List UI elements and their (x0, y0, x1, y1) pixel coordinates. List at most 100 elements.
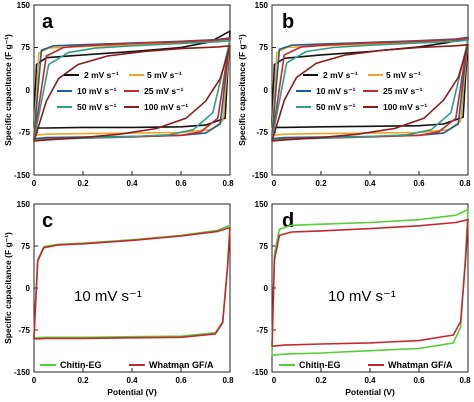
x-tick-label: 0.6 (175, 179, 187, 188)
y-tick-label: 0 (26, 284, 31, 293)
legend-label: Chitin-EG (299, 360, 341, 370)
curves (271, 36, 469, 142)
y-tick-label: 0 (26, 86, 31, 95)
x-tick-label: 0.8 (222, 376, 234, 385)
legend-label: 50 mV s⁻¹ (316, 102, 356, 112)
y-tick-label: 150 (17, 1, 31, 10)
legend-label: Chitin-EG (60, 360, 102, 370)
x-tick-label: 0.6 (175, 376, 187, 385)
legend-label: 25 mV s⁻¹ (144, 86, 184, 96)
x-tick-labels: 0 0.2 0.4 0.6 0.8 (32, 376, 234, 385)
panel-c: c Specific capacitance (F g⁻¹) 150 75 0 … (3, 200, 234, 397)
x-tick-label: 0.2 (315, 179, 327, 188)
x-tick-label: 0.2 (77, 376, 89, 385)
x-tick-label: 0.8 (459, 179, 471, 188)
x-axis-label: Potential (V) (345, 387, 395, 397)
legend-label: 10 mV s⁻¹ (316, 86, 356, 96)
y-tick-label: -75 (18, 128, 30, 137)
legend-label: 2 mV s⁻¹ (323, 70, 358, 80)
y-tick-labels: 150 75 0 -75 -150 (14, 200, 31, 377)
series-curve-5 (33, 39, 231, 141)
legend-label: Whatman GF/A (388, 360, 453, 370)
legend-label: 50 mV s⁻¹ (77, 102, 117, 112)
panel-b: b Specific capacitance (F g⁻¹) 150 75 0 … (237, 1, 471, 188)
panel-label: b (282, 11, 294, 33)
y-tick-label: 75 (21, 242, 30, 251)
x-tick-label: 0 (32, 179, 37, 188)
y-tick-label: -75 (256, 326, 268, 335)
y-tick-label: -150 (252, 171, 269, 180)
x-tick-labels: 0 0.2 0.4 0.6 0.8 (272, 376, 471, 385)
x-tick-label: 0.6 (413, 179, 425, 188)
y-tick-label: 75 (259, 43, 268, 52)
series-curve-1 (271, 37, 469, 129)
y-tick-label: 0 (264, 284, 269, 293)
curves (33, 30, 231, 142)
series-curve-1 (271, 208, 469, 356)
x-tick-label: 0.6 (413, 376, 425, 385)
x-tick-label: 0.4 (364, 376, 376, 385)
scan-rate-annotation: 10 mV s⁻¹ (328, 288, 396, 305)
y-axis-label: Specific capacitance (F g⁻¹) (3, 232, 13, 344)
tick-marks (33, 203, 231, 373)
y-tick-label: -150 (14, 171, 31, 180)
y-tick-label: 150 (17, 200, 31, 209)
x-tick-label: 0 (272, 376, 277, 385)
legend-label: 5 mV s⁻¹ (386, 70, 421, 80)
y-tick-label: -75 (18, 326, 30, 335)
series-curve-2 (271, 218, 469, 347)
x-tick-label: 0.4 (126, 376, 138, 385)
series-curve-6 (33, 45, 231, 142)
y-tick-label: 75 (21, 43, 30, 52)
legend-label: 10 mV s⁻¹ (77, 86, 117, 96)
x-tick-label: 0.8 (222, 179, 234, 188)
series-curve-2 (33, 226, 231, 340)
y-tick-label: 150 (255, 200, 269, 209)
series-curve-3 (33, 37, 231, 140)
series-curve-6 (271, 43, 469, 142)
y-tick-label: 150 (255, 1, 269, 10)
x-tick-label: 0 (272, 179, 277, 188)
legend-label: 5 mV s⁻¹ (147, 70, 182, 80)
legend: Chitin-EG Whatman GF/A (40, 360, 214, 370)
legend-label: 2 mV s⁻¹ (84, 70, 119, 80)
legend-label: Whatman GF/A (149, 360, 214, 370)
y-tick-label: -75 (256, 128, 268, 137)
series-curve-3 (271, 36, 469, 140)
y-tick-label: 0 (264, 86, 269, 95)
curves (271, 208, 469, 356)
x-tick-label: 0.8 (459, 376, 471, 385)
y-tick-labels: 150 75 0 -75 -150 (14, 1, 31, 180)
scan-rate-annotation: 10 mV s⁻¹ (74, 288, 142, 305)
panel-label: d (282, 210, 294, 232)
panel-label: c (42, 210, 53, 232)
series-curve-5 (271, 39, 469, 141)
x-tick-label: 0 (32, 376, 37, 385)
panel-a: a Specific capacitance (F g⁻¹) 150 75 0 … (3, 1, 234, 188)
y-tick-label: -150 (252, 368, 269, 377)
y-axis-label: Specific capacitance (F g⁻¹) (237, 34, 247, 146)
y-tick-label: -150 (14, 368, 31, 377)
legend: 2 mV s⁻¹ 5 mV s⁻¹ 10 mV s⁻¹ 25 mV s⁻¹ 50… (57, 70, 188, 112)
curves (33, 224, 231, 340)
x-tick-labels: 0 0.2 0.4 0.6 0.8 (272, 179, 471, 188)
y-tick-labels: 150 75 0 -75 -150 (252, 1, 269, 180)
legend-label: 25 mV s⁻¹ (383, 86, 423, 96)
panel-label: a (42, 11, 54, 33)
legend-label: 100 mV s⁻¹ (144, 102, 188, 112)
y-axis-label: Specific capacitance (F g⁻¹) (3, 34, 13, 146)
x-tick-label: 0.4 (126, 179, 138, 188)
legend-label: 100 mV s⁻¹ (383, 102, 427, 112)
x-tick-label: 0.4 (364, 179, 376, 188)
y-tick-labels: 150 75 0 -75 -150 (252, 200, 269, 377)
legend: 2 mV s⁻¹ 5 mV s⁻¹ 10 mV s⁻¹ 25 mV s⁻¹ 50… (296, 70, 427, 112)
x-tick-label: 0.2 (77, 179, 89, 188)
x-tick-label: 0.2 (315, 376, 327, 385)
x-axis-label: Potential (V) (107, 387, 157, 397)
x-tick-labels: 0 0.2 0.4 0.6 0.8 (32, 179, 234, 188)
panel-d: d 150 75 0 -75 -150 0 0.2 0.4 0.6 0.8 Po… (252, 200, 471, 397)
legend: Chitin-EG Whatman GF/A (279, 360, 453, 370)
y-tick-label: 75 (259, 242, 268, 251)
